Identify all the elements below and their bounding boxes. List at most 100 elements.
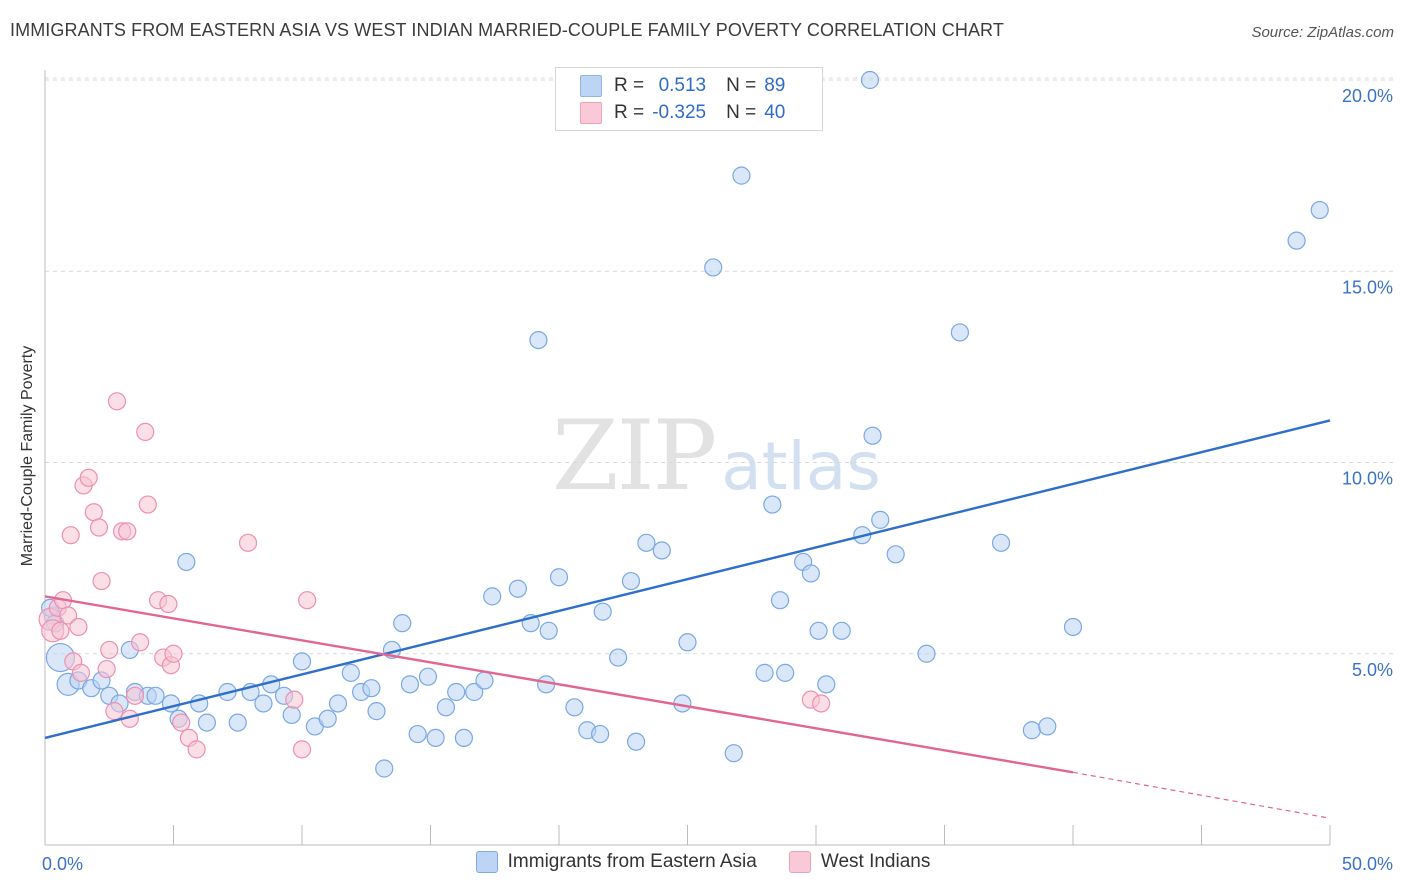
eastern-asia-point bbox=[755, 663, 774, 682]
eastern-asia-point bbox=[508, 579, 527, 598]
eastern-asia-point bbox=[593, 602, 612, 621]
eastern-asia-point bbox=[732, 166, 751, 185]
west-indians-point bbox=[61, 526, 80, 545]
west-indians-point bbox=[84, 503, 103, 522]
eastern-asia-point bbox=[454, 728, 474, 748]
series-legend: Immigrants from Eastern Asia West Indian… bbox=[0, 851, 1406, 873]
r-value: -0.325 bbox=[652, 102, 707, 123]
eastern-asia-point bbox=[375, 759, 394, 778]
eastern-asia-point bbox=[1063, 617, 1083, 637]
eastern-asia-point bbox=[282, 705, 301, 725]
eastern-asia-point bbox=[436, 698, 456, 717]
eastern-asia-point bbox=[328, 694, 348, 713]
west-indians-point bbox=[812, 694, 831, 713]
eastern-asia-point bbox=[678, 633, 697, 652]
eastern-asia-point bbox=[1310, 200, 1329, 220]
eastern-asia-point bbox=[991, 533, 1011, 552]
west-indians-point bbox=[164, 644, 183, 663]
watermark: ZIPatlas bbox=[552, 400, 881, 512]
chart-title: IMMIGRANTS FROM EASTERN ASIA VS WEST IND… bbox=[10, 20, 1004, 40]
legend-row-west-indians: R = -0.325 N = 40 bbox=[580, 100, 785, 126]
eastern-asia-point bbox=[539, 621, 558, 640]
x-tick-label-min: 0.0% bbox=[42, 854, 83, 874]
eastern-asia-point bbox=[400, 675, 420, 694]
eastern-asia-point bbox=[809, 621, 828, 640]
eastern-asia-point bbox=[652, 541, 671, 560]
y-tick-label: 5.0% bbox=[1352, 660, 1393, 680]
west-indians-point bbox=[125, 686, 145, 705]
eastern-asia-point bbox=[408, 724, 427, 744]
legend-swatch-eastern-asia bbox=[475, 851, 498, 873]
legend-row-eastern-asia: R = 0.513 N = 89 bbox=[580, 73, 785, 99]
eastern-asia-point bbox=[871, 510, 890, 529]
west-indians-trend-extension bbox=[1072, 771, 1331, 819]
west-indians-point bbox=[97, 659, 116, 679]
n-value: 40 bbox=[764, 102, 786, 123]
r-value: 0.513 bbox=[658, 75, 707, 96]
eastern-asia-point bbox=[950, 323, 970, 342]
eastern-asia-point bbox=[483, 587, 502, 606]
correlation-legend: R = 0.513 N = 89 R = -0.325 N = 40 bbox=[555, 67, 823, 131]
watermark-atlas: atlas bbox=[721, 428, 881, 505]
eastern-asia-point bbox=[832, 621, 851, 640]
eastern-asia-point bbox=[475, 671, 494, 690]
eastern-asia-point bbox=[637, 533, 656, 552]
eastern-asia-point bbox=[1038, 717, 1057, 736]
legend-label-eastern-asia: Immigrants from Eastern Asia bbox=[507, 851, 757, 872]
legend-label-west-indians: West Indians bbox=[820, 851, 931, 872]
x-tick-label-max: 50.0% bbox=[1342, 854, 1393, 874]
eastern-asia-point bbox=[367, 702, 386, 721]
n-label: N = bbox=[726, 75, 757, 96]
eastern-asia-point bbox=[621, 571, 641, 591]
west-indians-point bbox=[172, 713, 191, 732]
west-indians-point bbox=[118, 522, 137, 541]
r-label: R = bbox=[614, 102, 645, 123]
west-indians-point bbox=[100, 640, 119, 660]
eastern-asia-point bbox=[817, 675, 836, 694]
r-label: R = bbox=[614, 75, 645, 96]
eastern-asia-point bbox=[341, 663, 360, 682]
legend-swatch-west-indians bbox=[788, 851, 811, 873]
eastern-asia-point bbox=[565, 698, 584, 717]
eastern-asia-point bbox=[254, 694, 273, 713]
eastern-asia-point bbox=[465, 682, 484, 702]
eastern-asia-point bbox=[362, 679, 381, 698]
west-indians-trend-line bbox=[44, 595, 1074, 774]
n-label: N = bbox=[726, 102, 757, 123]
y-tick-label: 10.0% bbox=[1342, 469, 1393, 489]
eastern-asia-point bbox=[318, 709, 337, 728]
eastern-asia-point bbox=[591, 724, 610, 744]
legend-item-west-indians[interactable]: West Indians bbox=[788, 851, 931, 873]
eastern-asia-trend-line bbox=[44, 419, 1331, 740]
west-indians-point bbox=[292, 740, 312, 759]
eastern-asia-point bbox=[393, 614, 412, 633]
west-indians-point bbox=[159, 594, 178, 614]
eastern-asia-point bbox=[863, 426, 882, 445]
west-indians-point bbox=[136, 422, 155, 441]
eastern-asia-point bbox=[860, 70, 880, 90]
west-indians-point bbox=[238, 533, 258, 552]
west-indians-point bbox=[107, 392, 127, 411]
eastern-asia-point bbox=[197, 713, 217, 732]
eastern-asia-point bbox=[549, 568, 569, 587]
legend-item-eastern-asia[interactable]: Immigrants from Eastern Asia bbox=[475, 851, 757, 873]
west-indians-point bbox=[130, 633, 150, 652]
west-indians-point bbox=[285, 690, 304, 709]
y-tick-label: 15.0% bbox=[1342, 277, 1393, 297]
eastern-asia-point bbox=[228, 713, 247, 732]
west-indians-point bbox=[69, 617, 88, 637]
eastern-asia-point bbox=[886, 545, 905, 564]
west-indians-point bbox=[105, 702, 124, 721]
legend-swatch-west-indians bbox=[580, 102, 602, 124]
eastern-asia-point bbox=[917, 644, 936, 663]
eastern-asia-point bbox=[763, 495, 782, 514]
eastern-asia-point bbox=[724, 744, 743, 763]
y-tick-label: 20.0% bbox=[1342, 86, 1393, 106]
eastern-asia-point bbox=[1287, 231, 1306, 250]
source-label: Source: ZipAtlas.com bbox=[1251, 24, 1394, 41]
eastern-asia-point bbox=[704, 258, 723, 277]
eastern-asia-point bbox=[292, 652, 312, 671]
eastern-asia-point bbox=[447, 682, 466, 702]
eastern-asia-point bbox=[770, 591, 790, 610]
watermark-zip: ZIP bbox=[552, 400, 717, 512]
